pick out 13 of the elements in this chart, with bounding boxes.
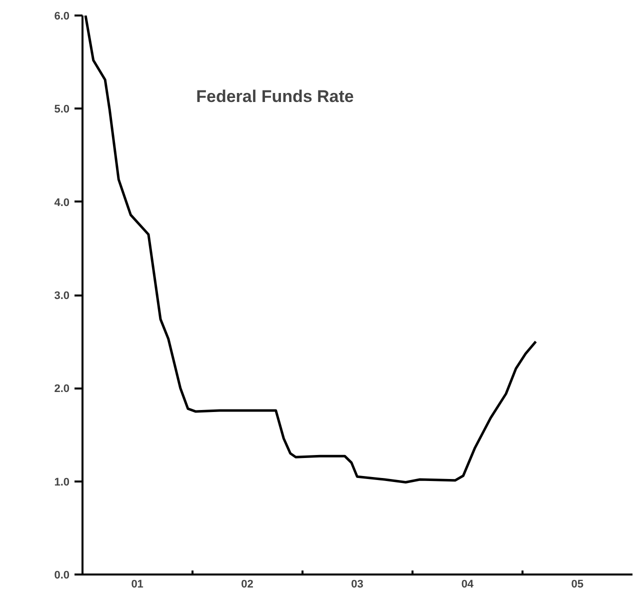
y-tick-label: 4.0: [54, 196, 70, 209]
x-tick-label: 03: [351, 578, 364, 590]
y-tick-label: 2.0: [54, 383, 70, 396]
y-tick-label: 0.0: [54, 570, 70, 582]
y-tick-label: 3.0: [54, 290, 70, 302]
y-tick-label: 5.0: [54, 104, 70, 116]
text: Federal Funds Rate: [196, 87, 354, 106]
x-tick-label: 05: [571, 578, 584, 590]
y-tick-label: 6.0: [54, 10, 70, 22]
x-tick-label: 01: [131, 578, 144, 590]
x-tick-label: 04: [461, 578, 474, 590]
y-tick-label: 1.0: [54, 476, 70, 488]
x-tick-label: 02: [241, 578, 254, 590]
